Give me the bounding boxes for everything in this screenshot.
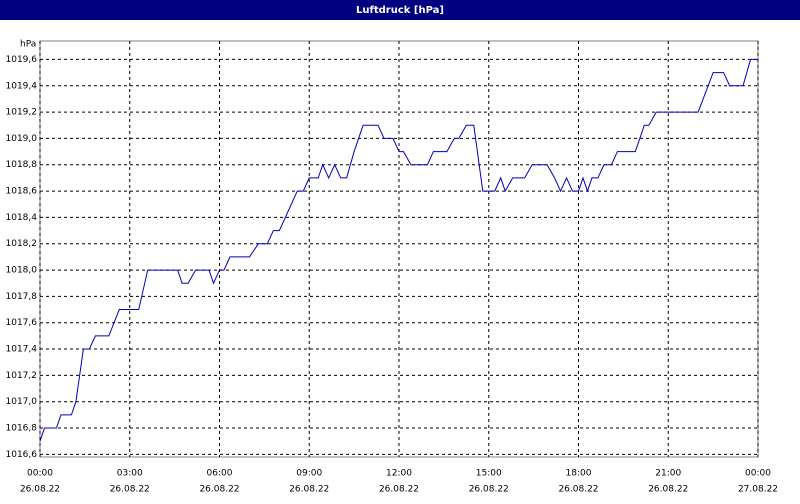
x-tick-date: 26.08.22 — [20, 485, 60, 495]
chart-title: Luftdruck [hPa] — [356, 5, 444, 16]
x-tick-date: 26.08.22 — [558, 485, 598, 495]
y-tick-label: 1017,4 — [6, 345, 38, 355]
x-tick-date: 27.08.22 — [738, 485, 778, 495]
x-tick-label: 06:00 — [207, 469, 233, 479]
y-tick-label: 1017,0 — [6, 397, 38, 407]
x-tick-label: 12:00 — [386, 469, 412, 479]
y-tick-label: 1017,8 — [6, 292, 38, 302]
x-tick-label: 00:00 — [745, 469, 771, 479]
x-tick-label: 15:00 — [476, 469, 502, 479]
y-tick-label: 1018,8 — [6, 160, 38, 170]
x-tick-date: 26.08.22 — [289, 485, 329, 495]
y-axis-unit: hPa — [20, 40, 36, 50]
y-tick-label: 1018,6 — [6, 187, 38, 197]
y-tick-label: 1016,6 — [6, 450, 38, 460]
x-tick-label: 09:00 — [296, 469, 322, 479]
x-tick-date: 26.08.22 — [469, 485, 509, 495]
y-tick-label: 1017,6 — [6, 318, 38, 328]
x-tick-label: 18:00 — [566, 469, 592, 479]
y-tick-label: 1016,8 — [6, 424, 38, 434]
title-bar — [0, 0, 800, 20]
x-tick-date: 26.08.22 — [648, 485, 688, 495]
y-tick-label: 1019,0 — [6, 134, 38, 144]
x-tick-label: 21:00 — [655, 469, 681, 479]
x-tick-label: 03:00 — [117, 469, 143, 479]
plot-area — [39, 40, 759, 458]
x-tick-date: 26.08.22 — [379, 485, 419, 495]
x-tick-date: 26.08.22 — [199, 485, 239, 495]
y-tick-label: 1019,2 — [6, 108, 38, 118]
y-tick-label: 1017,2 — [6, 371, 38, 381]
x-tick-date: 26.08.22 — [110, 485, 150, 495]
data-line — [39, 58, 758, 442]
y-tick-label: 1018,0 — [6, 266, 38, 276]
y-tick-label: 1019,4 — [6, 81, 38, 91]
y-tick-label: 1019,6 — [6, 55, 38, 65]
y-tick-label: 1018,4 — [6, 213, 38, 223]
y-tick-label: 1018,2 — [6, 239, 38, 249]
x-tick-label: 00:00 — [27, 469, 53, 479]
